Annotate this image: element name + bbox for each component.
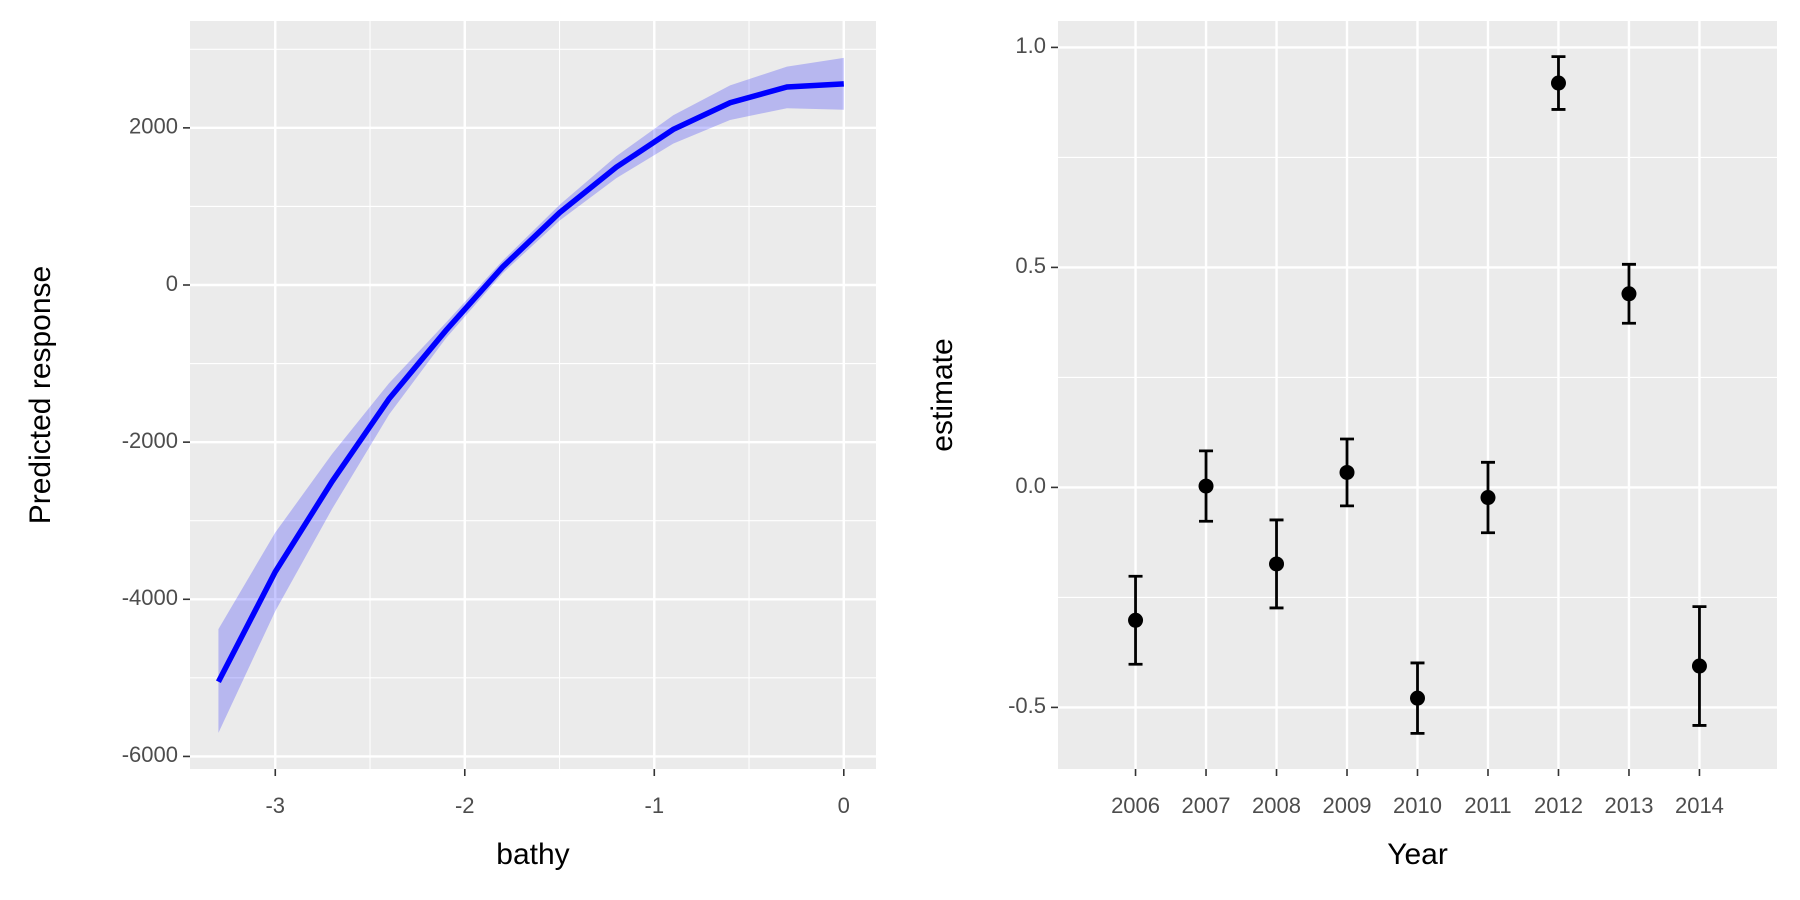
y-tick-label: 2000 [129, 114, 178, 139]
x-tick-label: -3 [265, 793, 285, 818]
x-axis-title: bathy [496, 838, 569, 871]
x-tick-label: 2006 [1111, 793, 1160, 818]
x-axis-title: Year [1387, 838, 1448, 871]
x-tick-label: 2014 [1675, 793, 1724, 818]
x-tick-label: 0 [838, 793, 850, 818]
x-tick-label: -1 [645, 793, 665, 818]
point [1691, 658, 1707, 674]
y-tick-label: -6000 [122, 742, 178, 767]
x-tick-label: 2009 [1323, 793, 1372, 818]
y-tick-label: -0.5 [1008, 693, 1046, 718]
line [215, 81, 844, 684]
y-axis-title: estimate [926, 338, 959, 451]
x-tick-label: 2008 [1252, 793, 1301, 818]
y-tick-label: -4000 [122, 585, 178, 610]
x-tick-label: 2010 [1393, 793, 1442, 818]
panel [190, 21, 876, 769]
x-tick-label: 2012 [1534, 793, 1583, 818]
x-tick-label: 2011 [1464, 793, 1511, 818]
y-tick-label: 1.0 [1015, 33, 1046, 58]
point [1339, 464, 1355, 480]
y-tick-label: 0 [166, 271, 178, 296]
x-tick-label: 2007 [1182, 793, 1231, 818]
point [1410, 690, 1425, 706]
x-tick-label: 2013 [1604, 793, 1653, 818]
point [1550, 75, 1566, 91]
y-axis-title: Predicted response [24, 266, 57, 525]
y-tick-label: 0.0 [1015, 473, 1046, 498]
x-tick-label: -2 [455, 793, 475, 818]
point [1480, 490, 1496, 506]
y-tick-label: 0.5 [1015, 253, 1046, 278]
point [1269, 556, 1285, 572]
y-tick-label: -2000 [122, 428, 178, 453]
point [1198, 478, 1214, 494]
point [1128, 612, 1144, 628]
point [1621, 286, 1637, 302]
